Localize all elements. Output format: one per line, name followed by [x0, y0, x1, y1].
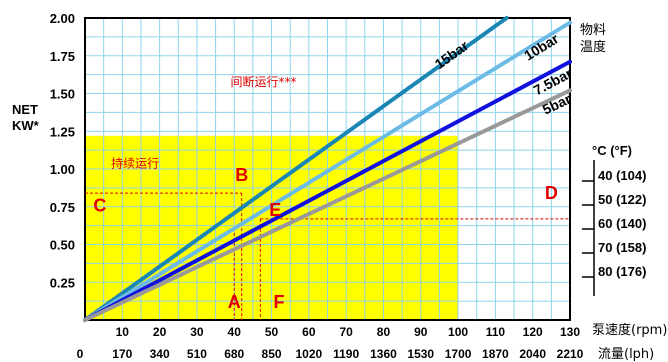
- intermittent-zone-label: 间断运行***: [231, 74, 297, 89]
- flow-tick-label: 340: [150, 347, 170, 361]
- temp-item: 50 (122): [598, 192, 646, 207]
- flow-tick-label: 1870: [482, 347, 509, 361]
- y-tick-label: 0.25: [50, 275, 75, 290]
- flow-tick-label: 510: [187, 347, 207, 361]
- temperature-scale: °C (°F) 40 (104) 50 (122) 60 (140) 70 (158) 8…: [582, 143, 646, 296]
- series-line-15bar: [83, 16, 509, 322]
- temp-item: 80 (176): [598, 264, 646, 279]
- flow-tick-label: 1700: [445, 347, 472, 361]
- temp-title-line1: 物料: [580, 23, 606, 38]
- point-label-E: E: [269, 200, 281, 220]
- x-tick-label: 30: [190, 325, 204, 339]
- continuous-zone-label: 持续运行: [111, 155, 159, 170]
- flow-ticks: 0 170 340 510 680 850 1020 1190 1360 1530 1700 1870…: [77, 347, 584, 361]
- y-axis-label-line2: KW*: [12, 118, 40, 133]
- point-label-D: D: [545, 183, 558, 203]
- x-tick-label: 130: [560, 325, 580, 339]
- series-line-7.5bar: [83, 59, 572, 322]
- temp-item: 40 (104): [598, 168, 646, 183]
- series-line-5bar: [83, 88, 572, 322]
- temp-item: 60 (140): [598, 216, 646, 231]
- x-tick-label: 50: [265, 325, 279, 339]
- series-layer: [83, 16, 572, 322]
- x-tick-label: 10: [116, 325, 130, 339]
- flow-tick-label: 850: [262, 347, 282, 361]
- y-tick-label: 2.00: [50, 11, 75, 26]
- x-ticks: 10 20 30 40 50 60 70 80 90 100 110 120 130: [116, 325, 581, 339]
- x-tick-label: 110: [486, 325, 506, 339]
- point-label-C: C: [93, 195, 106, 215]
- flow-axis-label: 流量(lph): [598, 347, 654, 362]
- point-label-F: F: [274, 292, 285, 312]
- x-tick-label: 100: [448, 325, 468, 339]
- flow-tick-label: 1020: [295, 347, 322, 361]
- y-tick-label: 1.00: [50, 162, 75, 177]
- x-tick-label: 20: [153, 325, 167, 339]
- y-axis-label-line1: NET: [12, 102, 38, 117]
- flow-tick-label: 170: [112, 347, 132, 361]
- x-tick-label: 90: [414, 325, 428, 339]
- point-label-B: B: [235, 165, 248, 185]
- y-tick-label: 0.50: [50, 238, 75, 253]
- x-tick-label: 70: [339, 325, 353, 339]
- flow-tick-label: 1530: [407, 347, 434, 361]
- flow-tick-label: 2040: [519, 347, 546, 361]
- flow-tick-label: 1360: [370, 347, 397, 361]
- temp-header: °C (°F): [592, 143, 632, 158]
- y-tick-label: 1.50: [50, 87, 75, 102]
- y-tick-label: 1.75: [50, 49, 75, 64]
- flow-tick-label: 680: [224, 347, 244, 361]
- plot-frame: [84, 17, 571, 321]
- x-tick-label: 80: [377, 325, 391, 339]
- temp-title-line2: 温度: [580, 39, 606, 55]
- x-axis-label: 泵速度(rpm): [592, 322, 667, 338]
- x-tick-label: 40: [228, 325, 242, 339]
- x-tick-label: 120: [523, 325, 543, 339]
- temp-item: 70 (158): [598, 240, 646, 255]
- flow-tick-label: 1190: [333, 347, 359, 361]
- y-tick-label: 0.75: [50, 200, 75, 215]
- y-tick-label: 1.25: [50, 124, 75, 139]
- x-tick-label: 60: [302, 325, 316, 339]
- flow-tick-label: 0: [77, 347, 84, 361]
- y-ticks: 0.25 0.50 0.75 1.00 1.25 1.50 1.75 2.00: [50, 11, 75, 290]
- flow-tick-label: 2210: [557, 347, 584, 361]
- point-label-A: A: [228, 292, 241, 312]
- series-line-10bar: [83, 20, 572, 322]
